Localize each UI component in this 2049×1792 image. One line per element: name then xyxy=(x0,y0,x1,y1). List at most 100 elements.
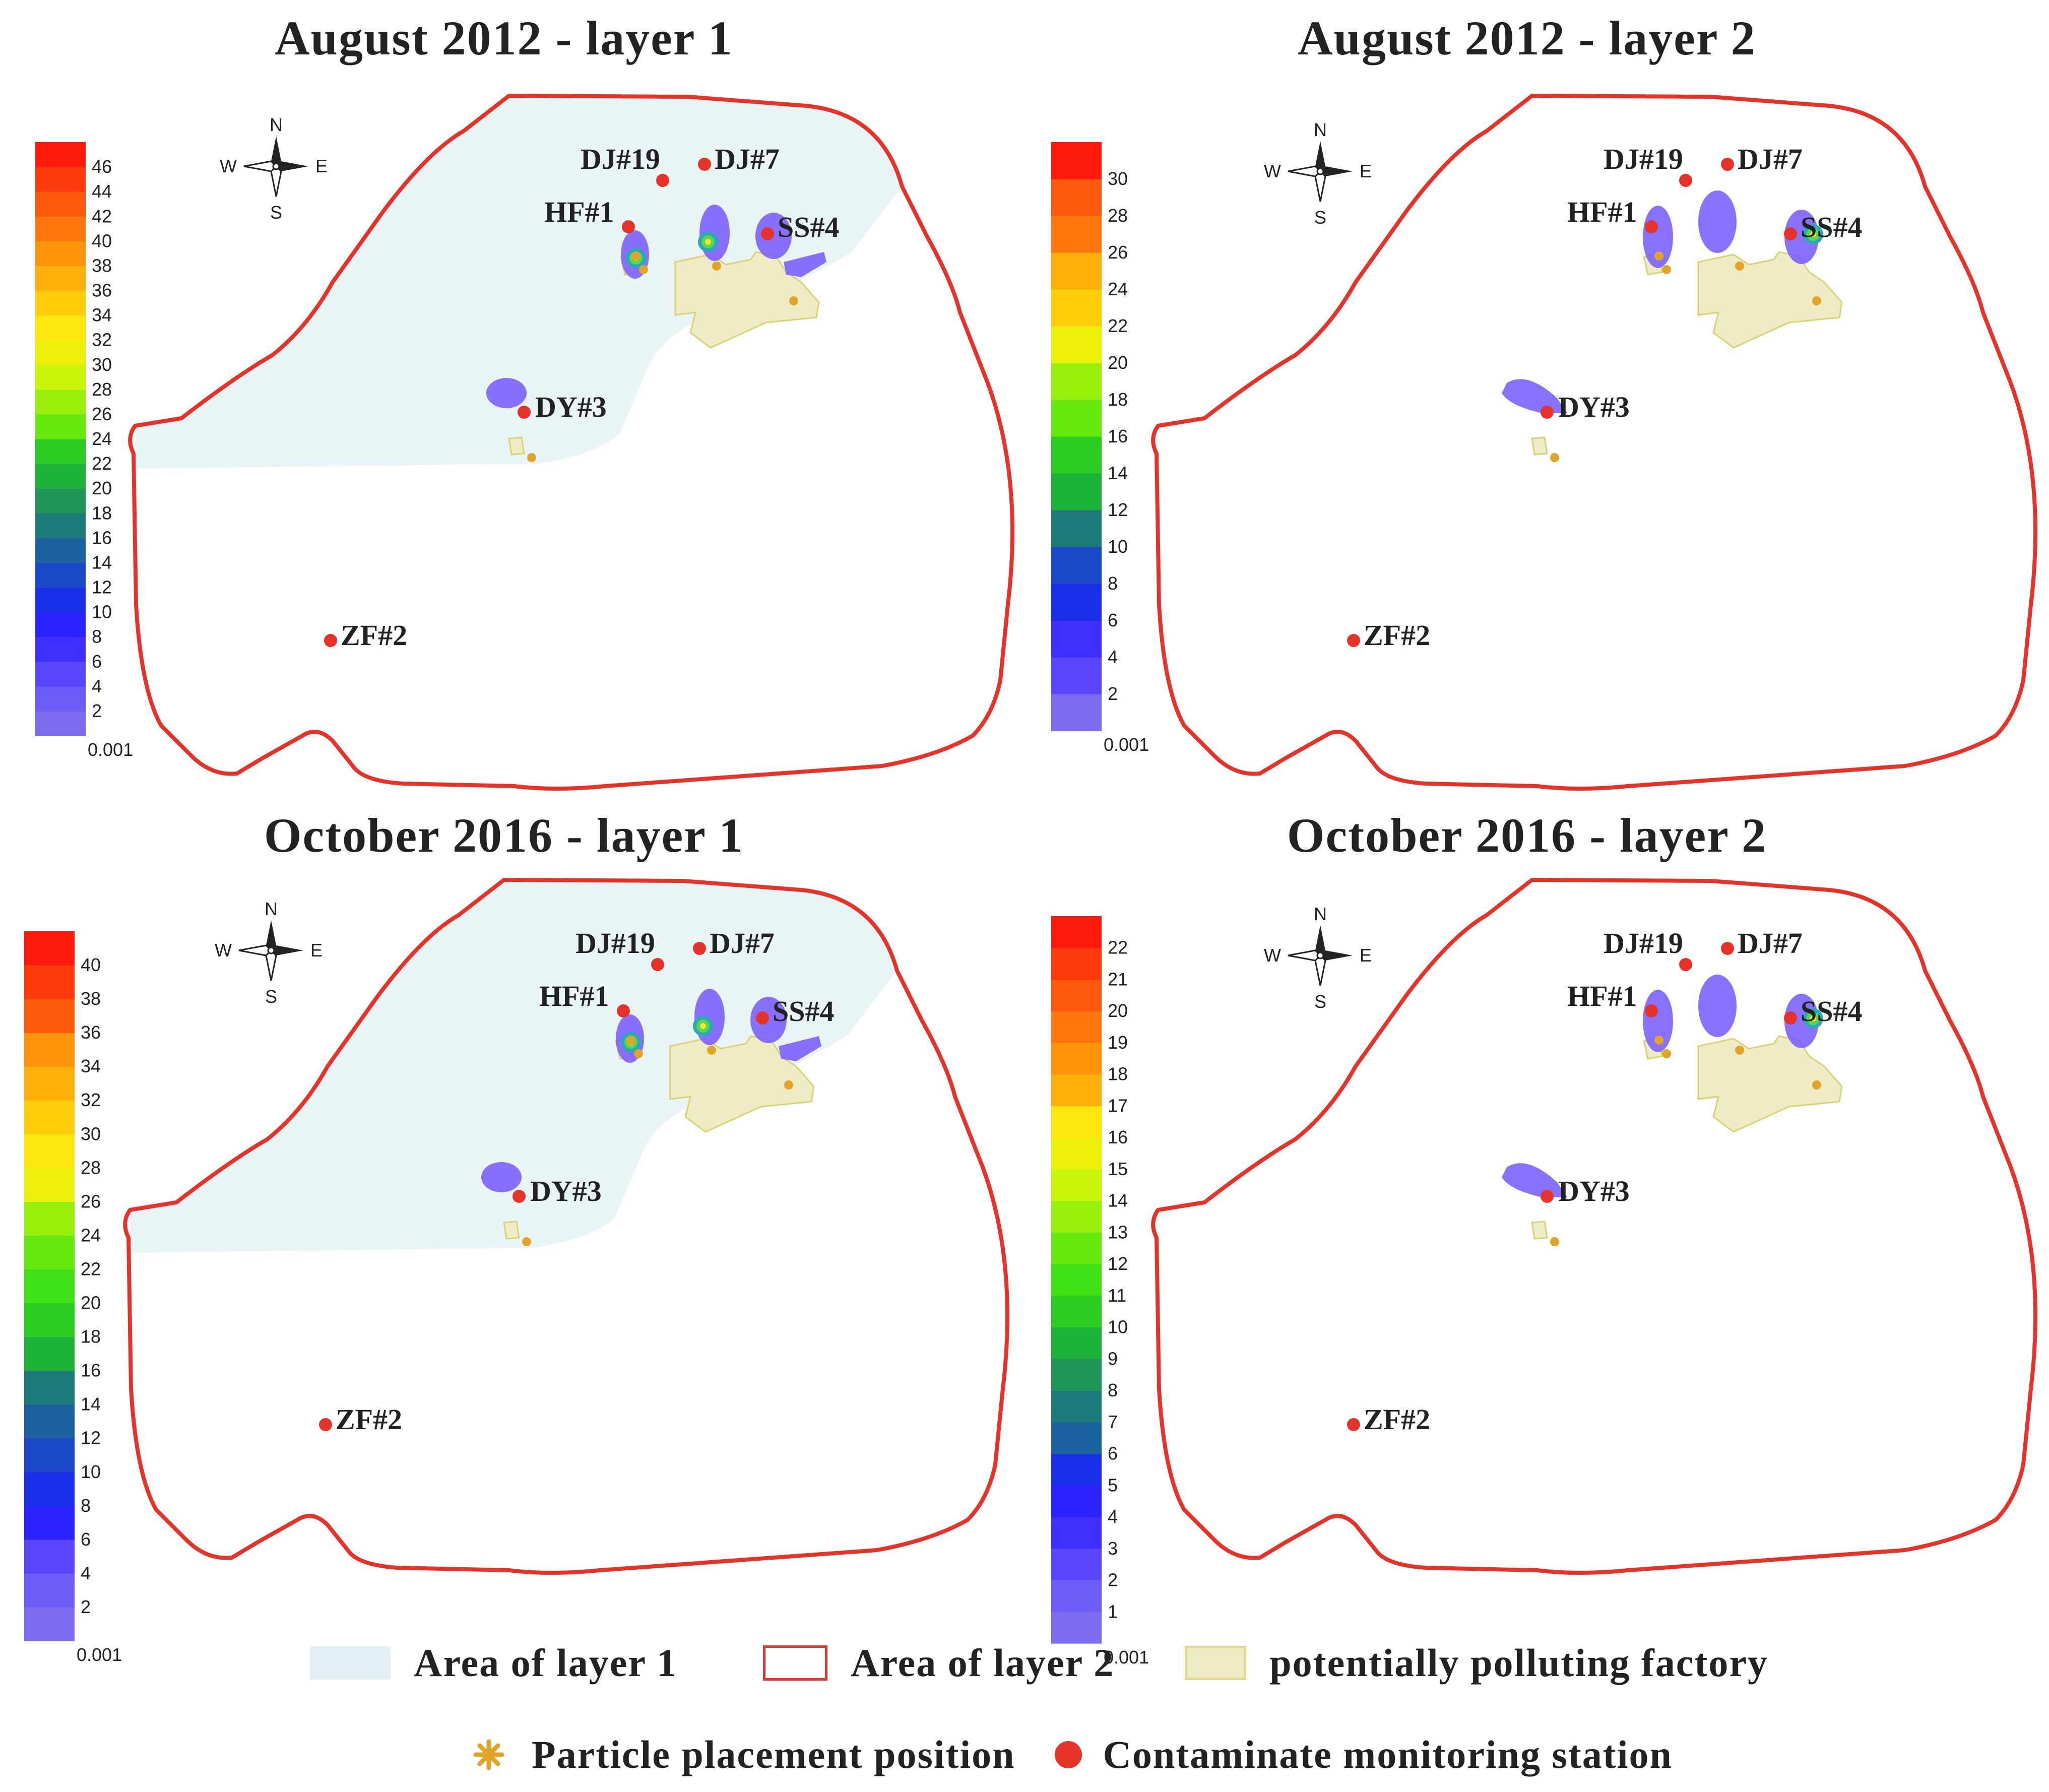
colorbar-step-5 xyxy=(1051,1453,1102,1486)
oct2016-l2-plume-2 xyxy=(1784,994,1819,1048)
colorbar-tick-1: 28 xyxy=(1108,205,1128,226)
colorbar-step-15 xyxy=(1051,142,1102,179)
colorbar-step-8 xyxy=(1051,400,1102,437)
colorbar-step-22 xyxy=(1051,916,1102,948)
colorbar-step-10 xyxy=(24,1269,75,1304)
colorbar-step-14 xyxy=(1051,179,1102,216)
colorbar-tick-5: 30 xyxy=(81,1123,101,1144)
compass-east-arm xyxy=(1320,950,1353,961)
station-label-5: ZF#2 xyxy=(1364,1403,1430,1436)
colorbar-tick-9: 22 xyxy=(81,1258,101,1279)
colorbar-tick-8: 14 xyxy=(1108,463,1128,483)
aug2012-l1-plume-4 xyxy=(486,378,527,408)
colorbar-tick-4: 18 xyxy=(1108,1064,1128,1084)
colorbar-step-0 xyxy=(35,711,86,736)
station-marker-5 xyxy=(1347,634,1360,647)
particle-marker-0 xyxy=(1662,265,1671,274)
compass-icon: N S W E xyxy=(1264,119,1372,228)
compass-center xyxy=(1316,167,1324,175)
compass-letter-3: E xyxy=(310,940,323,961)
colorbar-tick-15: 16 xyxy=(92,527,112,548)
factory-area-0 xyxy=(674,251,820,349)
colorbar-step-16 xyxy=(24,1066,75,1101)
colorbar-step-17 xyxy=(24,1033,75,1067)
compass-north-arm xyxy=(1315,925,1325,955)
colorbar-step-4 xyxy=(1051,1485,1102,1517)
station-marker-2 xyxy=(617,1004,630,1017)
colorbar-step-11 xyxy=(35,439,86,464)
colorbar-step-12 xyxy=(1051,252,1102,290)
compass-north-arm xyxy=(266,920,276,950)
colorbar-step-21 xyxy=(35,191,86,217)
colorbar-tick-20: 6 xyxy=(92,651,102,672)
particle-marker-3 xyxy=(1550,1237,1559,1246)
colorbar-tick-5: 36 xyxy=(92,280,112,301)
particle-marker-3 xyxy=(522,1237,531,1246)
factory-area-2 xyxy=(1531,436,1548,456)
colorbar-step-3 xyxy=(35,636,86,662)
colorbar-tick-6: 34 xyxy=(92,305,112,326)
station-marker-4 xyxy=(1541,406,1554,419)
particle-marker-2 xyxy=(789,296,798,305)
compass-east-arm xyxy=(276,161,308,171)
colorbar-step-0 xyxy=(1051,1612,1102,1644)
compass-letter-1: S xyxy=(1314,207,1326,228)
colorbar-tick-14: 12 xyxy=(81,1428,101,1448)
colorbar-step-9 xyxy=(1051,363,1102,400)
colorbar-tick-12: 16 xyxy=(81,1360,101,1381)
colorbar-step-1 xyxy=(24,1573,75,1608)
colorbar-tick-0: 46 xyxy=(92,156,112,177)
colorbar-step-18 xyxy=(1051,1042,1102,1075)
layer2-boundary xyxy=(1151,94,2037,791)
compass-north-arm xyxy=(1315,141,1325,171)
station-marker-0 xyxy=(1679,174,1692,187)
compass-letter-3: E xyxy=(1360,161,1372,181)
colorbar-tick-8: 14 xyxy=(1108,1190,1128,1211)
colorbar-tick-19: 3 xyxy=(1108,1538,1118,1559)
compass-letter-0: N xyxy=(1314,904,1327,924)
oct2016-l2-plume-1 xyxy=(1698,975,1737,1037)
oct2016-l2-plume-3 xyxy=(1502,1163,1567,1197)
station-marker-4 xyxy=(518,406,531,419)
colorbar-tick-12: 22 xyxy=(92,453,112,474)
station-marker-5 xyxy=(324,634,337,647)
colorbar-tick-3: 24 xyxy=(1108,279,1128,299)
colorbar-step-14 xyxy=(1051,1169,1102,1201)
compass-letter-2: W xyxy=(1264,161,1281,181)
particle-marker-0 xyxy=(634,1049,643,1058)
station-marker-1 xyxy=(1721,158,1734,171)
colorbar-step-4 xyxy=(24,1471,75,1506)
station-marker-2 xyxy=(1645,1004,1658,1017)
colorbar-step-3 xyxy=(24,1505,75,1540)
station-label-1: DJ#7 xyxy=(1738,927,1803,959)
colorbar-tick-3: 34 xyxy=(81,1056,101,1076)
colorbar-step-15 xyxy=(24,1100,75,1134)
compass-letter-0: N xyxy=(265,899,278,919)
colorbar-tick-4: 32 xyxy=(81,1090,101,1110)
colorbar-tick-15: 10 xyxy=(81,1461,101,1482)
compass-icon: N S W E xyxy=(1264,904,1372,1012)
particle-icon xyxy=(473,1739,504,1770)
colorbar-step-17 xyxy=(1051,1074,1102,1107)
colorbar-step-1 xyxy=(1051,657,1102,694)
station-label-2: HF#1 xyxy=(544,196,614,228)
colorbar-tick-20: 2 xyxy=(1108,1570,1118,1590)
particle-marker-2 xyxy=(1812,296,1821,305)
oct2016-l1-plume-3 xyxy=(779,1036,821,1061)
colorbar-min-label: 0.001 xyxy=(88,739,133,760)
colorbar-step-8 xyxy=(35,513,86,538)
station-label-1: DJ#7 xyxy=(715,143,780,175)
panel-title-aug2012-l2: August 2012 - layer 2 xyxy=(1298,11,1756,65)
station-label-3: SS#4 xyxy=(773,995,835,1028)
legend-row-points: Particle placement position Contaminate … xyxy=(471,1730,1673,1780)
colorbar-step-16 xyxy=(1051,1106,1102,1138)
station-label-3: SS#4 xyxy=(1801,211,1863,243)
station-marker-3 xyxy=(761,227,774,240)
hotspot-core-1 xyxy=(705,239,711,245)
station-label-2: HF#1 xyxy=(1567,980,1637,1012)
compass-center xyxy=(1316,951,1324,959)
